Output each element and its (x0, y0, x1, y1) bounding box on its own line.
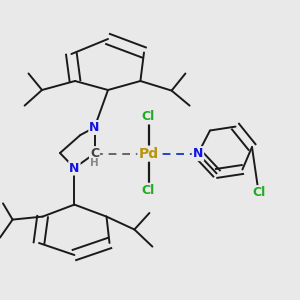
Text: N: N (193, 147, 203, 160)
Text: Pd: Pd (138, 147, 159, 160)
Text: N: N (69, 161, 80, 175)
Text: N: N (89, 121, 100, 134)
Text: Cl: Cl (252, 186, 265, 199)
Text: C: C (90, 147, 99, 160)
Text: Cl: Cl (142, 110, 155, 124)
Text: Cl: Cl (142, 184, 155, 197)
Text: H: H (90, 158, 99, 169)
